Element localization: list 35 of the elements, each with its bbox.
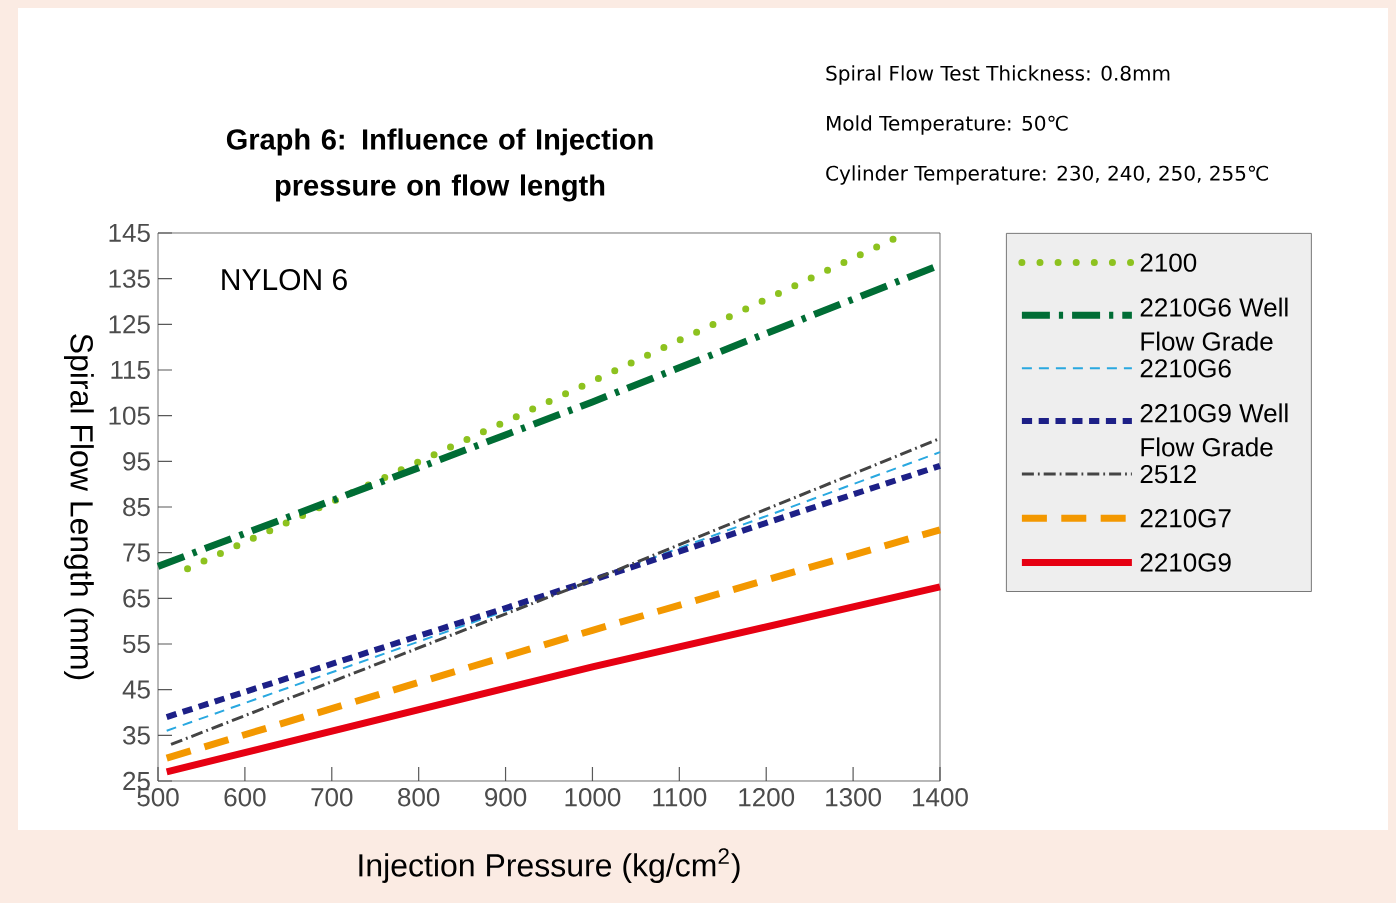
x-tick-label: 1200 [739, 788, 795, 807]
legend-label: 2512 [1140, 464, 1196, 484]
x-axis-title: Injection Pressure (kg/cm$^{2}$) [359, 848, 740, 884]
annotation: NYLON 6 [222, 268, 347, 291]
y-tick-label: 65 [123, 589, 150, 608]
x-tick-label: 1400 [913, 788, 968, 807]
y-tick-label: 55 [123, 634, 150, 654]
chart-title: Graph 6: Influence of Injection pressure on flow length [226, 128, 653, 202]
y-tick-label: 95 [123, 452, 150, 471]
x-tick-label: 600 [224, 788, 266, 807]
text: Mold Temperature: 50℃ [827, 115, 1068, 135]
x-tick-label: 800 [398, 788, 440, 807]
y-tick-label: 125 [109, 315, 150, 334]
y-tick-label: 35 [123, 726, 150, 745]
text: Cylinder Temperature: 230, 240, 250, 255℃ [826, 165, 1269, 185]
y-tick-label: 115 [111, 360, 150, 380]
legend-label: 2210G9 [1140, 553, 1231, 572]
legend-label: 2210G6 [1140, 359, 1231, 378]
x-tick-label: 700 [311, 788, 353, 807]
y-tick-label: 85 [123, 497, 150, 517]
y-tick-label: 105 [109, 406, 150, 425]
x-tick-label: 900 [485, 788, 527, 807]
y-tick-label: 135 [109, 269, 150, 288]
legend-label: 2210G7 [1140, 509, 1231, 528]
x-tick-label: 1300 [826, 788, 882, 807]
x-tick-label: 1100 [653, 788, 707, 807]
x-tick-label: 1000 [565, 788, 621, 807]
y-axis-title: Spiral Flow Length (mm) [63, 334, 94, 680]
legend-label: 2210G9 Well Flow Grade [1140, 403, 1288, 457]
y-tick-label: 75 [123, 543, 150, 562]
y-tick-label: 145 [109, 223, 150, 243]
y-tick-label: 45 [122, 680, 150, 699]
legend-label: 2210G6 Well Flow Grade [1140, 297, 1288, 351]
text: Spiral Flow Test Thickness: 0.8mm [826, 65, 1170, 85]
legend-label: 2100 [1140, 253, 1197, 272]
